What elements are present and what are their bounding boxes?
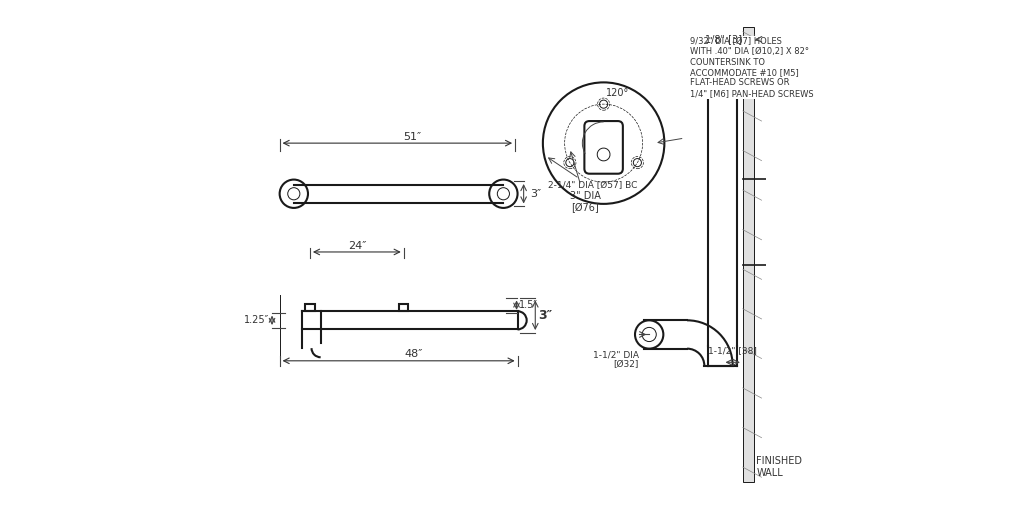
Text: 1-1/2" DIA
[Ø32]: 1-1/2" DIA [Ø32]	[593, 350, 639, 370]
Bar	[743, 26, 754, 483]
Text: 1.25″: 1.25″	[244, 315, 270, 325]
Text: 120°: 120°	[606, 88, 629, 98]
Text: FINISHED
WALL: FINISHED WALL	[756, 456, 803, 478]
Text: 1.5″: 1.5″	[519, 300, 538, 310]
Text: 3″: 3″	[538, 309, 552, 322]
Text: 51″: 51″	[404, 132, 421, 142]
Text: 2-1/4" DIA [Ø57] BC: 2-1/4" DIA [Ø57] BC	[548, 181, 638, 190]
Text: 48″: 48″	[405, 349, 423, 359]
Text: 9/32" DIA [Ø7] HOLES
WITH .40" DIA [Ø10,2] X 82°
COUNTERSINK TO
ACCOMMODATE #10 : 9/32" DIA [Ø7] HOLES WITH .40" DIA [Ø10,…	[690, 37, 813, 98]
Bar	[740, 54, 746, 70]
Text: 3″: 3″	[530, 189, 541, 199]
Text: 24″: 24″	[347, 241, 366, 251]
Text: 3" DIA
[Ø76]: 3" DIA [Ø76]	[570, 191, 601, 213]
Text: 1/8" [3]: 1/8" [3]	[705, 34, 742, 44]
Bar	[399, 303, 408, 311]
Bar	[305, 303, 315, 311]
FancyBboxPatch shape	[584, 121, 623, 174]
Text: 1-1/2" [38]: 1-1/2" [38]	[708, 346, 757, 355]
